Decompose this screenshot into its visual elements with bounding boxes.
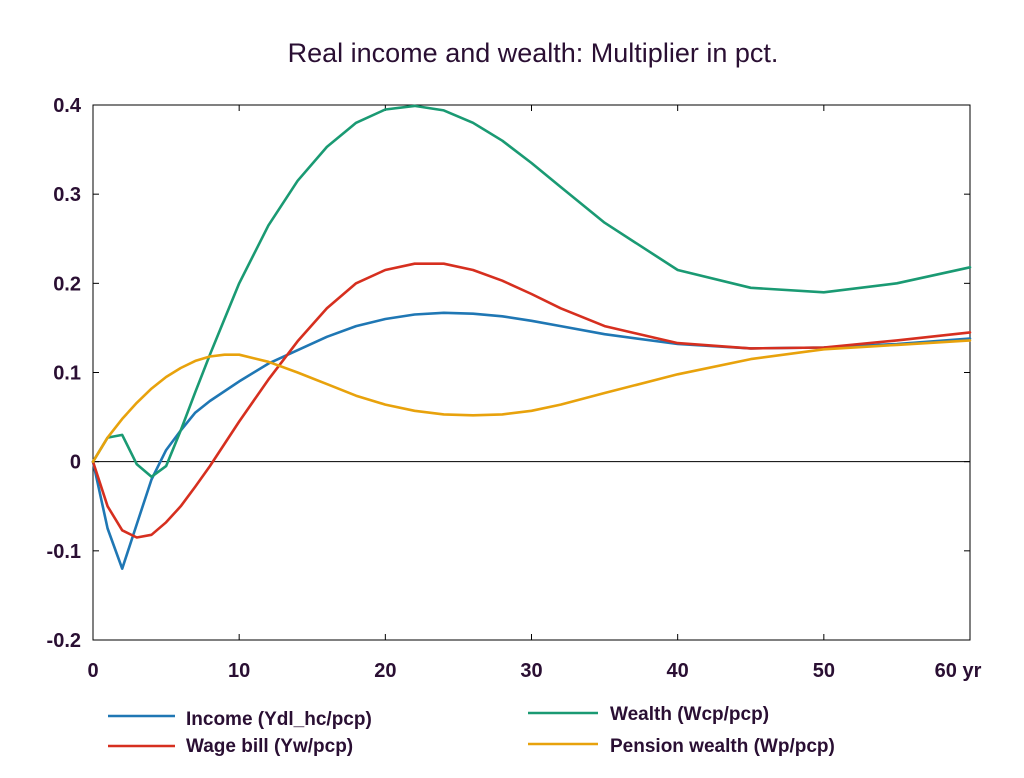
y-axis: -0.2 -0.1 0 0.1 0.2 0.3 0.4	[47, 95, 970, 652]
x-tick-label: 40	[667, 660, 689, 682]
series-line-1	[91, 311, 972, 571]
y-tick-label: -0.1	[47, 541, 81, 563]
y-tick-label: 0.4	[53, 95, 82, 117]
y-tick-label: 0	[70, 452, 81, 474]
series-line-3	[91, 104, 972, 479]
plot-area-border	[92, 104, 971, 641]
chart-title: Real income and wealth: Multiplier in pc…	[288, 38, 779, 68]
y-tick-label: 0.1	[53, 363, 81, 385]
x-tick-label: 60 yr	[935, 660, 982, 682]
legend: Income (Ydl_hc/pcp) Wage bill (Yw/pcp) Wea…	[108, 704, 835, 757]
x-tick-label: 10	[228, 660, 250, 682]
legend-label: Income (Ydl_hc/pcp)	[186, 709, 372, 730]
y-tick-label: 0.2	[53, 273, 81, 295]
x-tick-label: 20	[374, 660, 396, 682]
legend-label: Wealth (Wcp/pcp)	[610, 704, 769, 725]
y-tick-label: 0.3	[53, 184, 81, 206]
series-line-4	[91, 339, 972, 464]
x-tick-label: 30	[520, 660, 542, 682]
legend-label: Pension wealth (Wp/pcp)	[610, 736, 835, 757]
series-line-2	[91, 262, 972, 539]
series-lines	[91, 104, 972, 571]
legend-label: Wage bill (Yw/pcp)	[186, 736, 353, 757]
x-tick-label: 50	[813, 660, 835, 682]
plot-frame	[92, 104, 971, 641]
x-tick-label: 0	[87, 660, 98, 682]
y-tick-label: -0.2	[47, 630, 81, 652]
